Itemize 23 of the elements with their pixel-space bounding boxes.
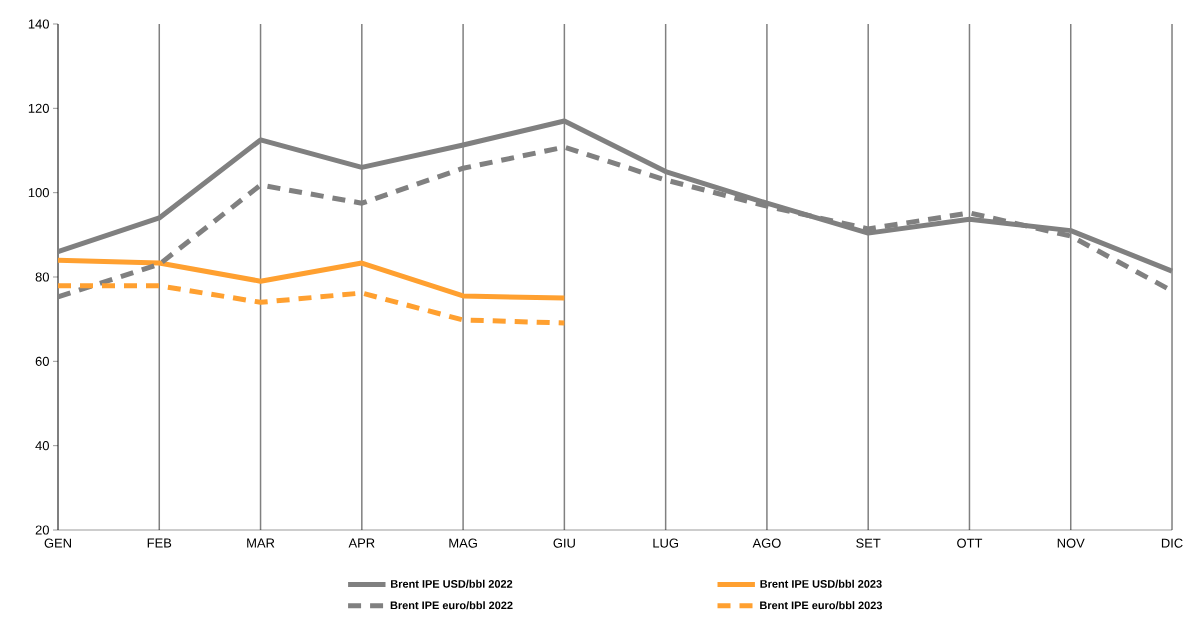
legend-label: Brent IPE euro/bbl 2022: [390, 601, 513, 610]
y-tick-label: 20: [35, 525, 49, 535]
x-tick-label: SET: [856, 538, 881, 548]
legend-label: Brent IPE euro/bbl 2023: [760, 601, 883, 610]
x-tick-label: APR: [348, 538, 375, 548]
x-tick-label: GIU: [553, 538, 575, 548]
legend-label: Brent IPE USD/bbl 2023: [760, 579, 882, 588]
y-tick-label: 80: [35, 272, 49, 282]
y-tick-label: 60: [35, 356, 49, 366]
x-tick-label: AGO: [752, 538, 781, 548]
x-tick-label: OTT: [957, 538, 983, 548]
y-tick-label: 40: [35, 441, 49, 451]
x-tick-label: GEN: [44, 538, 71, 548]
x-tick-label: MAR: [247, 538, 275, 548]
x-tick-label: NOV: [1057, 538, 1085, 548]
y-tick-label: 140: [28, 19, 49, 29]
y-tick-label: 100: [28, 188, 49, 198]
x-tick-label: FEB: [147, 538, 172, 548]
x-tick-label: DIC: [1161, 538, 1183, 548]
x-tick-label: LUG: [653, 538, 678, 548]
legend-label: Brent IPE USD/bbl 2022: [391, 579, 513, 588]
x-tick-label: MAG: [449, 538, 477, 548]
y-tick-label: 120: [28, 103, 49, 113]
